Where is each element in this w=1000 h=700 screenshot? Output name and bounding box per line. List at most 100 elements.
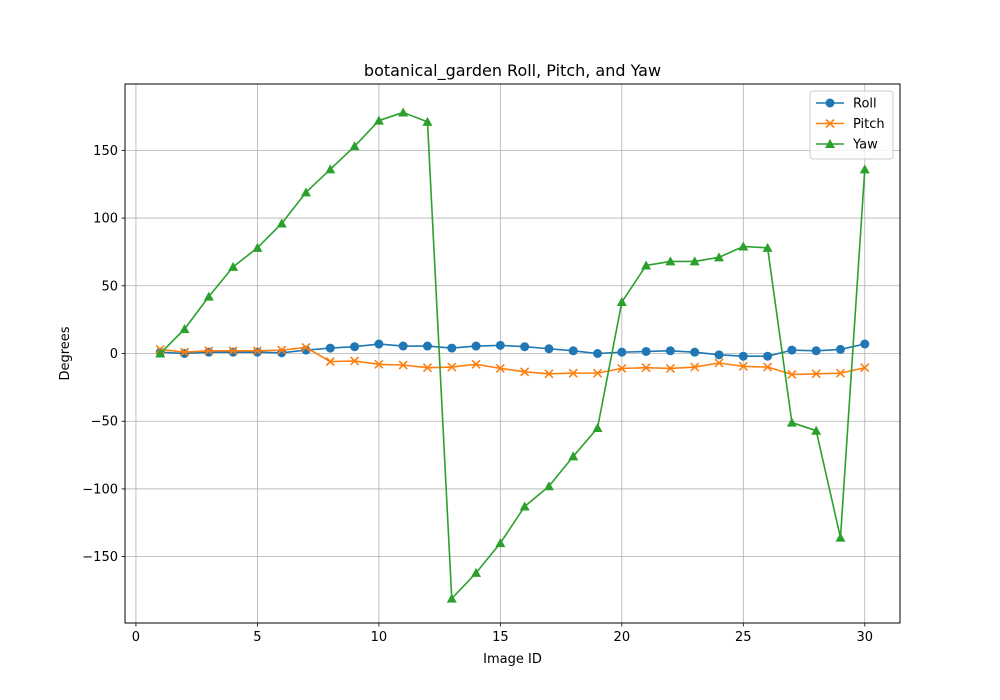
yaw-point bbox=[179, 324, 190, 334]
yaw-point bbox=[252, 242, 263, 252]
pitch-point bbox=[422, 363, 433, 373]
roll-point bbox=[738, 351, 748, 361]
pitch-point bbox=[350, 356, 360, 366]
y-tick-label: −100 bbox=[82, 482, 118, 497]
yaw-point bbox=[325, 164, 336, 174]
series-yaw bbox=[155, 107, 870, 603]
yaw-point bbox=[422, 116, 433, 126]
roll-point bbox=[374, 339, 384, 349]
pitch-point bbox=[568, 368, 578, 378]
pitch-point bbox=[204, 346, 214, 356]
y-tick-label: 0 bbox=[110, 347, 118, 362]
yaw-point bbox=[616, 297, 627, 307]
yaw-point bbox=[738, 241, 749, 251]
x-tick-label: 15 bbox=[492, 630, 509, 645]
pitch-point bbox=[374, 359, 384, 369]
y-axis-label: Degrees bbox=[58, 326, 73, 380]
x-axis-label: Image ID bbox=[483, 652, 542, 667]
legend-marker bbox=[825, 98, 835, 108]
pitch-point bbox=[252, 346, 262, 356]
roll-point bbox=[520, 342, 530, 352]
pitch-point bbox=[301, 342, 311, 352]
roll-point bbox=[714, 350, 724, 360]
x-tick-label: 5 bbox=[253, 630, 261, 645]
pitch-point bbox=[447, 362, 457, 372]
pitch-point bbox=[860, 363, 870, 373]
pitch-point bbox=[738, 361, 748, 371]
pitch-point bbox=[520, 367, 530, 377]
legend-label: Yaw bbox=[852, 138, 878, 153]
roll-point bbox=[835, 344, 845, 354]
yaw-point bbox=[276, 218, 287, 228]
pitch-point bbox=[714, 358, 724, 368]
yaw-point bbox=[471, 567, 482, 577]
x-tick-label: 20 bbox=[614, 630, 631, 645]
roll-point bbox=[228, 347, 238, 357]
roll-point bbox=[617, 347, 627, 357]
roll-point bbox=[447, 343, 457, 353]
roll-point bbox=[422, 341, 432, 351]
yaw-point bbox=[665, 256, 676, 266]
yaw-point bbox=[373, 115, 384, 125]
series-line-yaw bbox=[159, 111, 866, 600]
legend-label: Pitch bbox=[853, 117, 885, 132]
yaw-point bbox=[228, 261, 239, 271]
series-pitch bbox=[155, 342, 870, 380]
legend: Roll Pitch Yaw bbox=[809, 90, 894, 160]
pitch-point bbox=[325, 357, 335, 367]
pitch-point bbox=[398, 360, 408, 370]
series-roll bbox=[155, 339, 870, 361]
roll-point bbox=[568, 346, 578, 356]
pitch-point bbox=[763, 362, 773, 372]
x-tick-label: 10 bbox=[371, 630, 388, 645]
yaw-point bbox=[786, 417, 797, 427]
y-tick-label: 100 bbox=[93, 212, 118, 227]
pitch-point bbox=[179, 347, 190, 357]
roll-point bbox=[690, 347, 700, 357]
yaw-point bbox=[446, 593, 457, 603]
yaw-point bbox=[592, 422, 603, 432]
pitch-point bbox=[228, 346, 238, 356]
yaw-point bbox=[519, 501, 530, 511]
yaw-point bbox=[495, 538, 506, 548]
roll-point bbox=[204, 347, 214, 357]
yaw-point bbox=[398, 107, 409, 117]
legend-marker bbox=[825, 118, 835, 129]
series-layer bbox=[155, 107, 870, 603]
roll-point bbox=[544, 344, 554, 354]
roll-point bbox=[180, 349, 190, 358]
legend-label: Roll bbox=[853, 97, 877, 112]
yaw-point bbox=[300, 187, 311, 197]
yaw-point bbox=[155, 348, 166, 358]
ticks: 0 5 10 15 20 25 30 −150 −100 −50 0 50 100 150 bbox=[82, 144, 873, 645]
roll-point bbox=[860, 339, 870, 349]
roll-point bbox=[763, 351, 773, 361]
yaw-point bbox=[568, 451, 579, 461]
chart-title: botanical_garden Roll, Pitch, and Yaw bbox=[364, 61, 661, 81]
y-tick-label: 150 bbox=[93, 144, 118, 159]
roll-point bbox=[787, 345, 797, 355]
yaw-point bbox=[689, 256, 700, 266]
roll-point bbox=[252, 347, 262, 357]
roll-point bbox=[398, 341, 408, 351]
pitch-point bbox=[495, 363, 505, 373]
yaw-point bbox=[543, 481, 554, 491]
roll-point bbox=[495, 340, 505, 350]
roll-point bbox=[641, 346, 651, 356]
yaw-point bbox=[203, 291, 214, 301]
legend-item-yaw: Yaw bbox=[816, 138, 878, 153]
pitch-point bbox=[835, 368, 846, 378]
pitch-point bbox=[617, 363, 627, 373]
yaw-point bbox=[859, 164, 870, 174]
legend-item-roll: Roll bbox=[816, 97, 877, 112]
x-tick-label: 0 bbox=[132, 630, 140, 645]
yaw-point bbox=[641, 260, 652, 270]
pitch-point bbox=[787, 369, 797, 380]
pitch-point bbox=[277, 345, 287, 355]
pitch-point bbox=[690, 362, 700, 372]
y-tick-label: 50 bbox=[101, 279, 118, 294]
y-tick-label: −50 bbox=[91, 415, 118, 430]
pitch-point bbox=[544, 369, 554, 379]
roll-point bbox=[350, 342, 360, 352]
